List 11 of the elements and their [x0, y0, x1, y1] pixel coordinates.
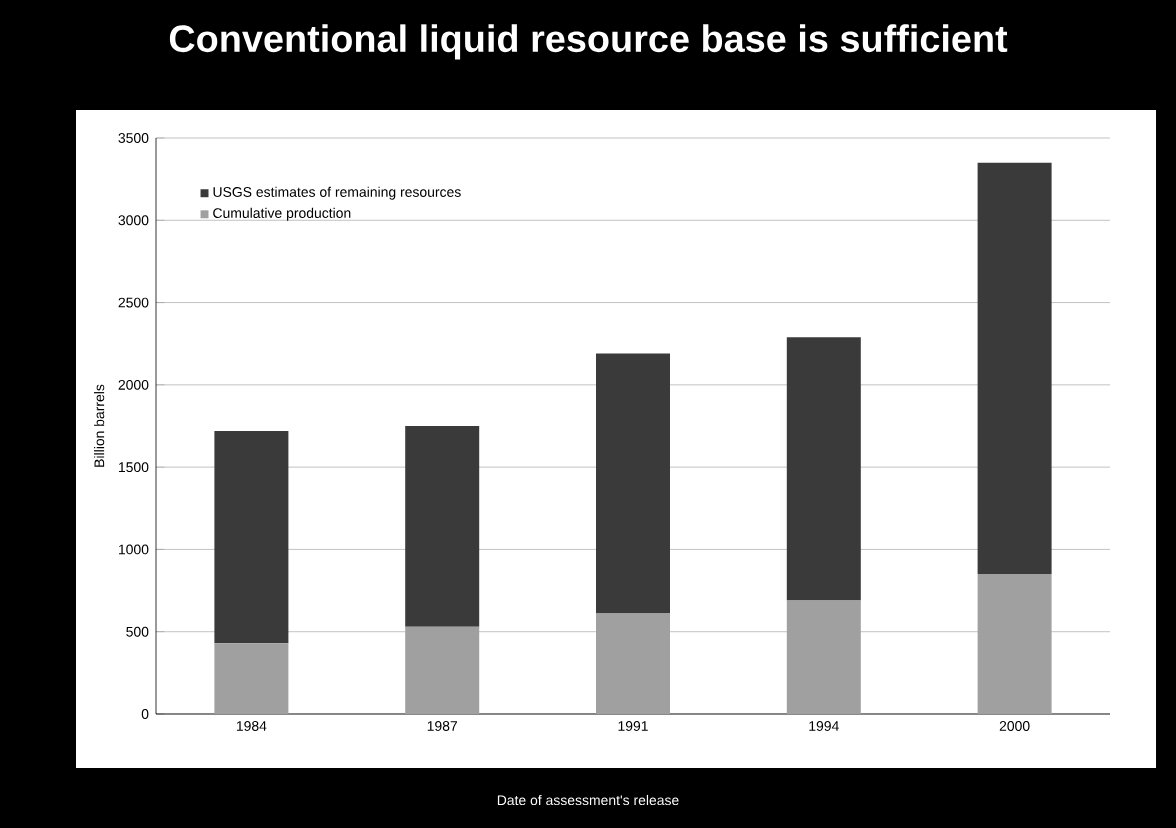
chart-title: Conventional liquid resource base is sufficient — [169, 24, 1008, 60]
bar — [977, 162, 1052, 575]
bar — [405, 425, 480, 627]
bar — [786, 600, 861, 714]
bar — [596, 353, 670, 614]
bar — [405, 626, 480, 714]
bar — [786, 337, 861, 601]
bar — [977, 574, 1052, 714]
bar — [596, 613, 670, 714]
bar — [214, 430, 289, 644]
bar — [214, 643, 289, 714]
